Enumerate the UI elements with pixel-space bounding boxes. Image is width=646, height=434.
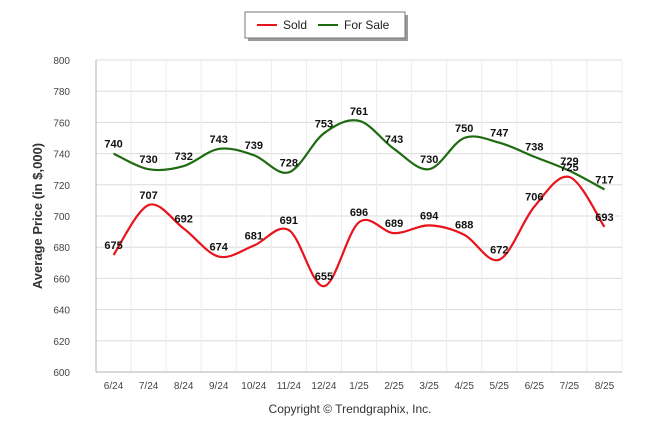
copyright-credit: Copyright © Trendgraphix, Inc. (269, 402, 432, 416)
y-tick-label: 680 (53, 243, 70, 254)
axis-layer: 600 620 640 660 680 700 720 740 760 780 800 6/24 7/2… (53, 56, 622, 392)
data-label-for-sale: 750 (455, 123, 473, 135)
x-tick-label: 6/24 (104, 381, 124, 392)
legend-label-for-sale: For Sale (344, 18, 390, 32)
data-label-layer: 675 707 692 674 681 691 655 696 689 694 688 672 706 7… (104, 106, 613, 283)
data-label-sold: 691 (280, 215, 298, 227)
x-tick-label: 12/24 (311, 381, 336, 392)
y-tick-label: 640 (53, 306, 70, 317)
data-label-for-sale: 732 (174, 151, 192, 163)
x-tick-label: 7/25 (560, 381, 580, 392)
data-label-sold: 655 (315, 271, 333, 283)
legend-label-sold: Sold (283, 18, 307, 32)
legend: Sold For Sale (244, 11, 408, 41)
data-label-sold: 689 (385, 218, 403, 230)
data-label-sold: 692 (174, 213, 192, 225)
data-label-for-sale: 730 (420, 154, 438, 166)
x-tick-label: 8/25 (595, 381, 615, 392)
data-label-for-sale: 743 (385, 134, 403, 146)
data-label-for-sale: 747 (490, 128, 508, 140)
legend-item-for-sale[interactable]: For Sale (318, 18, 390, 32)
data-label-sold: 694 (420, 210, 439, 222)
data-label-for-sale: 729 (560, 156, 578, 168)
y-tick-label: 660 (53, 274, 70, 285)
data-label-sold: 674 (210, 242, 229, 254)
data-label-for-sale: 738 (525, 142, 543, 154)
data-label-sold: 696 (350, 207, 368, 219)
data-label-for-sale: 753 (315, 118, 333, 130)
y-tick-label: 740 (53, 150, 70, 161)
x-tick-label: 2/25 (384, 381, 404, 392)
series-line-for-sale (113, 119, 605, 191)
y-tick-label: 720 (53, 181, 70, 192)
data-label-sold: 681 (245, 231, 263, 243)
data-label-for-sale: 728 (280, 157, 298, 169)
data-label-for-sale: 717 (595, 174, 613, 186)
data-label-sold: 693 (595, 212, 613, 224)
x-tick-label: 6/25 (525, 381, 545, 392)
y-tick-label: 760 (53, 118, 70, 129)
data-label-for-sale: 730 (139, 154, 157, 166)
y-tick-label: 780 (53, 87, 70, 98)
x-tick-label: 10/24 (241, 381, 266, 392)
data-label-sold: 672 (490, 245, 508, 257)
data-label-for-sale: 739 (245, 140, 263, 152)
data-label-sold: 706 (525, 192, 543, 204)
data-label-for-sale: 743 (210, 134, 228, 146)
x-tick-label: 11/24 (277, 381, 302, 392)
data-label-sold: 707 (139, 190, 157, 202)
data-label-sold: 688 (455, 220, 473, 232)
data-label-for-sale: 761 (350, 106, 368, 118)
data-label-sold: 675 (104, 240, 122, 252)
x-tick-label: 8/24 (174, 381, 194, 392)
data-label-for-sale: 740 (104, 139, 122, 151)
y-tick-label: 620 (53, 337, 70, 348)
y-axis-title: Average Price (in $,000) (30, 143, 45, 289)
series-layer (112, 119, 606, 288)
legend-item-sold[interactable]: Sold (257, 18, 307, 32)
x-tick-label: 3/25 (419, 381, 439, 392)
y-tick-label: 700 (53, 212, 70, 223)
series-line-sold (112, 175, 606, 288)
x-tick-label: 1/25 (349, 381, 369, 392)
x-tick-label: 5/25 (490, 381, 510, 392)
x-tick-label: 9/24 (209, 381, 229, 392)
x-tick-label: 7/24 (139, 381, 159, 392)
x-tick-label: 4/25 (454, 381, 474, 392)
y-tick-label: 600 (53, 368, 70, 379)
data-label-sold: 725 (560, 162, 578, 174)
y-tick-label: 800 (53, 56, 70, 67)
